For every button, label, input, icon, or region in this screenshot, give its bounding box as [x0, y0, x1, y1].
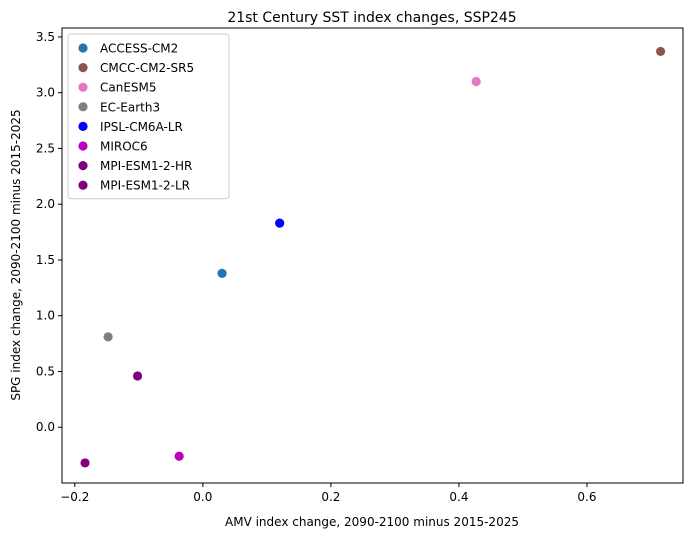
legend-marker: [78, 121, 88, 131]
plot-area: [80, 46, 666, 468]
legend-label: EC-Earth3: [100, 100, 160, 114]
legend-marker: [78, 82, 88, 92]
y-tick-label: 1.0: [36, 309, 55, 323]
legend-label: IPSL-CM6A-LR: [100, 120, 183, 134]
y-tick-label: 3.5: [36, 30, 55, 44]
legend-box: [67, 33, 230, 200]
y-tick-label: 3.0: [36, 86, 55, 100]
point-miroc6: [174, 451, 184, 461]
point-mpi-esm1-2-lr: [80, 458, 90, 468]
y-axis-label: SPG index change, 2090-2100 minus 2015-2…: [9, 109, 23, 400]
legend-label: MPI-ESM1-2-HR: [100, 159, 192, 173]
legend-marker: [78, 180, 88, 190]
x-tick-label: 0.2: [321, 490, 340, 504]
legend-marker: [78, 141, 88, 151]
x-axis-label: AMV index change, 2090-2100 minus 2015-2…: [225, 515, 519, 529]
legend-label: CMCC-CM2-SR5: [100, 61, 194, 75]
x-axis-ticks: −0.2 0.0 0.2 0.4 0.6: [60, 483, 597, 504]
x-tick-label: −0.2: [60, 490, 89, 504]
point-mpi-esm1-2-hr: [132, 371, 143, 381]
legend-marker: [78, 43, 88, 53]
legend-label: MPI-ESM1-2-LR: [100, 179, 190, 193]
legend: ACCESS-CM2 CMCC-CM2-SR5 CanESM5 EC-Earth3 IP…: [67, 33, 230, 200]
chart-title: 21st Century SST index changes, SSP245: [227, 10, 516, 26]
y-axis-ticks: 0.0 0.5 1.0 1.5 2.0 2.5 3.0 3.5: [36, 30, 62, 434]
y-tick-label: 2.0: [36, 197, 55, 211]
point-cmcc-cm2-sr5: [655, 46, 666, 57]
legend-label: CanESM5: [100, 81, 157, 95]
legend-marker: [78, 63, 88, 73]
x-tick-label: 0.0: [193, 490, 212, 504]
y-tick-label: 0.5: [36, 364, 55, 378]
point-canesm5: [471, 76, 481, 87]
legend-label: MIROC6: [100, 140, 148, 154]
plot-frame: [61, 27, 684, 484]
legend-marker: [78, 102, 88, 112]
point-ec-earth3: [103, 332, 113, 342]
legend-label: ACCESS-CM2: [100, 42, 178, 56]
point-ipsl-cm6a-lr: [275, 218, 285, 228]
x-tick-label: 0.4: [449, 490, 468, 504]
point-access-cm2: [217, 268, 227, 278]
x-tick-label: 0.6: [577, 490, 596, 504]
y-tick-label: 2.5: [36, 141, 55, 155]
y-tick-label: 1.5: [36, 253, 55, 267]
legend-marker: [78, 161, 88, 171]
y-tick-label: 0.0: [36, 420, 55, 434]
